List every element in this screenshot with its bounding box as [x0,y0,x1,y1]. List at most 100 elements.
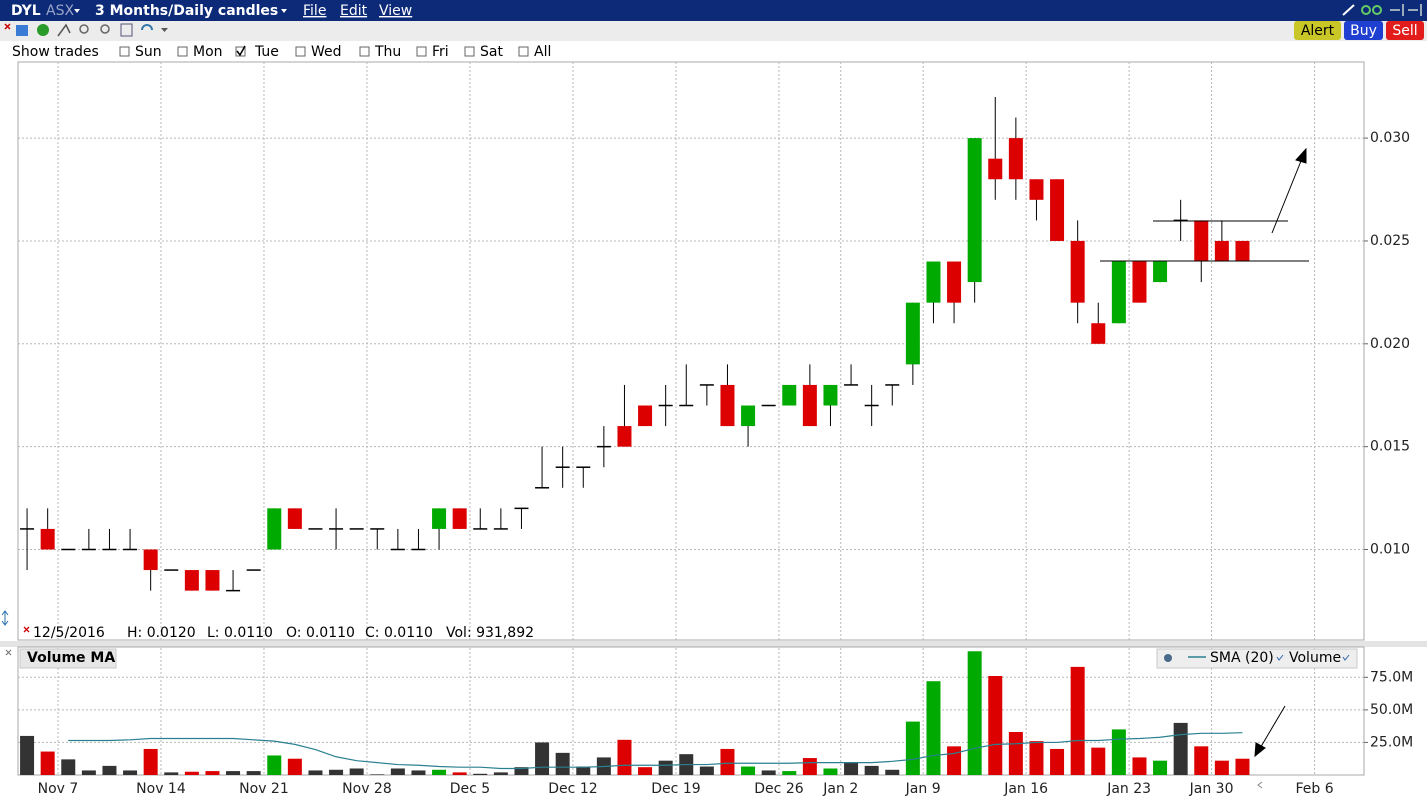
dropdown-arrow[interactable] [74,9,80,13]
day-label[interactable]: Mon [193,44,223,60]
day-label[interactable]: Sun [135,44,162,60]
volume-bar [741,766,756,775]
y-tick-label: 0.030 [1370,130,1410,146]
volume-bar [576,766,591,775]
candle-body [926,261,941,303]
volume-bar [514,767,529,775]
volume-bar [81,770,96,775]
volume-bar [20,735,35,775]
info-low: L: 0.0110 [207,625,273,641]
candle-body [1008,138,1023,180]
close-panel[interactable] [5,649,12,656]
y-tick-label: 0.025 [1370,233,1410,249]
candle-body [1214,240,1229,262]
candle-body [1070,240,1085,303]
candle-body [823,384,838,406]
dropdown-arrow[interactable] [281,9,287,13]
checkbox[interactable] [464,46,475,57]
checkbox[interactable] [416,46,427,57]
show-trades-label: Show trades [12,44,99,60]
volume-bar [802,758,817,775]
alert-button-label[interactable]: Alert [1301,23,1335,39]
volume-bar [967,651,982,775]
legend-icon[interactable] [1164,654,1172,662]
volume-bar [205,771,220,775]
x-tick-label: Dec 12 [548,781,597,797]
volume-bar [1194,746,1209,775]
legend [1156,648,1358,669]
candle-body [205,570,220,591]
day-label[interactable]: Thu [374,44,401,60]
exchange[interactable]: ASX [46,3,74,19]
candle-body [267,508,282,550]
volume-bar [720,748,735,775]
checkbox[interactable] [235,46,246,57]
candle-body [1194,220,1209,262]
candle-body [184,570,199,591]
legend-check[interactable] [1342,654,1350,661]
candle-body [638,405,653,427]
checkbox[interactable] [518,46,529,57]
checkbox[interactable] [359,46,370,57]
volume-bar [61,759,76,775]
day-filters: Sun Mon Tue Wed Thu Fri Sat All [119,44,551,60]
volume-header [19,648,117,669]
checkbox[interactable] [177,46,188,57]
price-panel [17,61,1365,641]
volume-bar [226,771,241,775]
volume-bar [699,766,714,775]
info-high: H: 0.0120 [127,625,196,641]
candle-body [720,384,735,427]
volume-bar [473,773,488,775]
day-label[interactable]: Sat [480,44,503,60]
day-label[interactable]: Tue [254,44,279,60]
menu-edit[interactable]: Edit [340,3,368,19]
candle-body [967,138,982,283]
volume-bar [1214,760,1229,775]
candle-body [1050,179,1065,241]
period-selector[interactable]: 3 Months/Daily candles [95,3,278,19]
marks [20,96,1250,775]
volume-bar [1070,666,1085,775]
y-tick-label: 75.0M [1370,669,1413,685]
volume-bar [555,752,570,775]
legend-label[interactable]: SMA (20) [1210,650,1274,666]
toolbar [0,21,1427,41]
volume-bar [349,768,364,775]
volume-bar [535,742,550,775]
legend-label[interactable]: Volume [1289,650,1341,666]
title-bar [0,0,1427,21]
grid [18,62,1364,775]
scroll-arrow[interactable] [1257,781,1263,789]
day-label[interactable]: Fri [432,44,449,60]
volume-bar [988,676,1003,775]
candle-body [143,549,158,571]
window-icons[interactable] [1342,4,1422,16]
volume-bar [184,771,199,775]
drawings [1100,147,1309,758]
buy-button-label[interactable]: Buy [1350,23,1377,39]
menu-view[interactable]: View [379,3,412,19]
volume-bar [761,770,776,775]
checkbox[interactable] [119,46,130,57]
symbol[interactable]: DYL [11,3,41,19]
volume-bar [452,772,467,775]
day-label[interactable]: All [534,44,551,60]
sell-button[interactable] [1386,21,1424,40]
volume-bar [1050,748,1065,775]
volume-bar [864,765,879,775]
day-label[interactable]: Wed [311,44,342,60]
legend-check[interactable] [1276,654,1284,661]
volume-bar [1111,729,1126,775]
resize-handle[interactable] [1,610,9,626]
volume-bar [1008,732,1023,775]
alert-button[interactable] [1294,21,1341,40]
checkbox[interactable] [295,46,306,57]
toolbar-icons[interactable] [4,23,168,37]
buy-button[interactable] [1344,21,1383,40]
info-close[interactable] [23,626,30,633]
menu-file[interactable]: File [303,3,326,19]
volume-bar [308,770,323,775]
sell-button-label[interactable]: Sell [1392,23,1417,39]
y-tick-label: 0.015 [1370,439,1410,455]
